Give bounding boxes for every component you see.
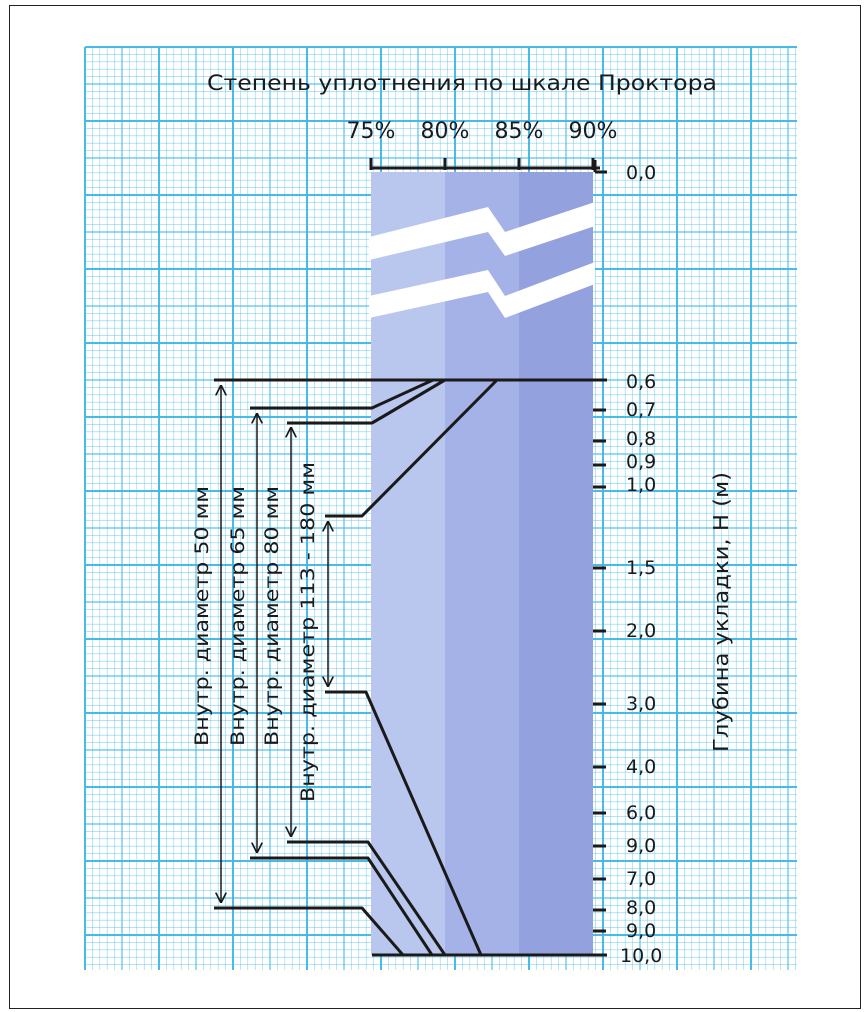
depth-label-10-0: 10,0 xyxy=(620,945,662,967)
dimension-arrows xyxy=(221,386,328,902)
curve-80mm-lower xyxy=(287,840,447,956)
depth-label-0-7: 0,7 xyxy=(626,399,656,421)
depth-label-0-0: 0,0 xyxy=(626,162,656,184)
pipe-curves xyxy=(214,378,607,957)
pipe-label-80mm: Внутр. диаметр 80 мм xyxy=(261,486,283,746)
axis-break-lower xyxy=(369,262,595,318)
compaction-bands xyxy=(369,172,595,955)
depth-label-1-5: 1,5 xyxy=(626,557,656,579)
pipe-label-50mm: Внутр. диаметр 50 мм xyxy=(191,486,213,746)
depth-label-9-0b: 9,0 xyxy=(626,920,656,942)
depth-label-7-0: 7,0 xyxy=(626,868,656,890)
pipe-labels: Внутр. диаметр 50 мм Внутр. диаметр 65 м… xyxy=(191,462,319,802)
depth-label-4-0: 4,0 xyxy=(626,756,656,778)
depth-label-3-0: 3,0 xyxy=(626,693,656,715)
pipe-label-65mm: Внутр. диаметр 65 мм xyxy=(227,486,249,746)
diagram-title: Степень уплотнения по шкале Проктора xyxy=(207,71,717,95)
depth-labels: 0,0 0,6 0,7 0,8 0,9 1,0 1,5 2,0 3,0 4,0 … xyxy=(620,162,662,967)
axis-break-upper xyxy=(369,202,595,260)
pipe-label-113-180mm: Внутр. диаметр 113 - 180 мм xyxy=(297,462,319,802)
depth-label-0-6: 0,6 xyxy=(626,371,656,393)
curve-65mm-upper xyxy=(250,378,434,410)
curve-80mm-upper xyxy=(371,378,446,425)
depth-label-0-9: 0,9 xyxy=(626,451,656,473)
curve-65mm-lower xyxy=(250,856,434,956)
depth-label-1-0: 1,0 xyxy=(626,474,656,496)
depth-label-9-0a: 9,0 xyxy=(626,835,656,857)
depth-label-6-0: 6,0 xyxy=(626,802,656,824)
compaction-axis xyxy=(369,158,600,170)
curve-50mm-lower xyxy=(214,906,445,957)
depth-label-8-0: 8,0 xyxy=(626,897,656,919)
compaction-label-75: 75% xyxy=(347,119,396,144)
depth-axis-title: Глубина укладки, H (м) xyxy=(709,472,733,752)
compaction-label-80: 80% xyxy=(421,119,470,144)
depth-label-0-8: 0,8 xyxy=(626,428,656,450)
compaction-label-85: 85% xyxy=(495,119,544,144)
compaction-label-90: 90% xyxy=(569,119,618,144)
depth-label-2-0: 2,0 xyxy=(626,620,656,642)
curve-113-180mm-upper xyxy=(325,378,499,518)
curve-113-180mm-lower xyxy=(325,690,483,956)
depth-axis xyxy=(593,160,607,933)
